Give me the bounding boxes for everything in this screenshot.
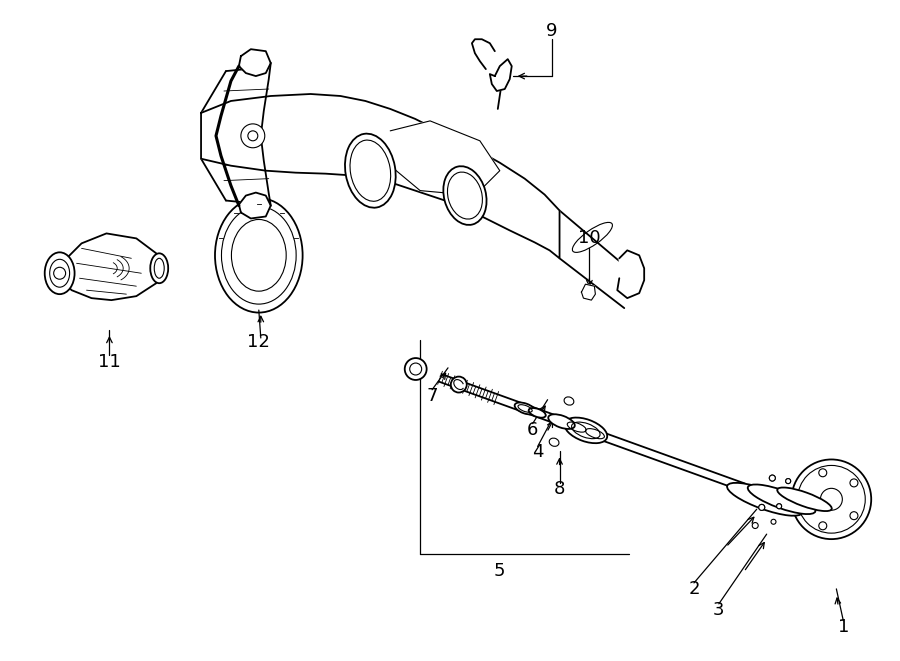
Ellipse shape — [548, 414, 575, 429]
Text: 7: 7 — [427, 387, 437, 405]
Ellipse shape — [444, 166, 487, 225]
Text: 3: 3 — [713, 601, 725, 619]
Text: 12: 12 — [248, 333, 270, 351]
Polygon shape — [201, 94, 560, 258]
Polygon shape — [617, 251, 644, 298]
Circle shape — [770, 475, 775, 481]
Circle shape — [777, 504, 781, 509]
Text: 2: 2 — [688, 580, 699, 598]
Text: 5: 5 — [494, 562, 506, 580]
Circle shape — [786, 479, 790, 484]
Ellipse shape — [778, 488, 832, 511]
Polygon shape — [238, 192, 271, 219]
Polygon shape — [490, 59, 512, 91]
Circle shape — [819, 522, 827, 529]
Polygon shape — [472, 39, 495, 69]
Ellipse shape — [549, 438, 559, 446]
Text: 1: 1 — [838, 618, 849, 636]
Ellipse shape — [45, 253, 75, 294]
Ellipse shape — [792, 459, 871, 539]
Polygon shape — [391, 121, 500, 196]
Circle shape — [799, 495, 807, 503]
Text: 8: 8 — [554, 481, 565, 498]
Circle shape — [759, 504, 765, 510]
Circle shape — [850, 512, 858, 520]
Ellipse shape — [727, 483, 802, 516]
Circle shape — [786, 479, 790, 484]
Circle shape — [771, 520, 776, 524]
Circle shape — [819, 469, 827, 477]
Circle shape — [248, 131, 257, 141]
Ellipse shape — [564, 418, 608, 443]
Ellipse shape — [150, 253, 168, 283]
Polygon shape — [59, 233, 161, 300]
Ellipse shape — [345, 134, 396, 208]
Polygon shape — [238, 49, 271, 76]
Circle shape — [770, 475, 775, 481]
Ellipse shape — [215, 198, 302, 313]
Circle shape — [752, 523, 758, 529]
Text: 9: 9 — [545, 22, 557, 40]
Circle shape — [850, 479, 858, 487]
Text: 11: 11 — [98, 353, 121, 371]
Circle shape — [451, 377, 467, 393]
Text: 10: 10 — [578, 229, 600, 247]
Ellipse shape — [748, 485, 815, 514]
Circle shape — [759, 504, 765, 510]
Circle shape — [405, 358, 427, 380]
Polygon shape — [581, 284, 596, 300]
Circle shape — [241, 124, 265, 148]
Ellipse shape — [515, 403, 536, 414]
Ellipse shape — [528, 408, 545, 418]
Text: 4: 4 — [532, 444, 544, 461]
Ellipse shape — [564, 397, 574, 405]
Circle shape — [777, 504, 781, 509]
Circle shape — [54, 267, 66, 279]
Text: 6: 6 — [527, 420, 538, 439]
